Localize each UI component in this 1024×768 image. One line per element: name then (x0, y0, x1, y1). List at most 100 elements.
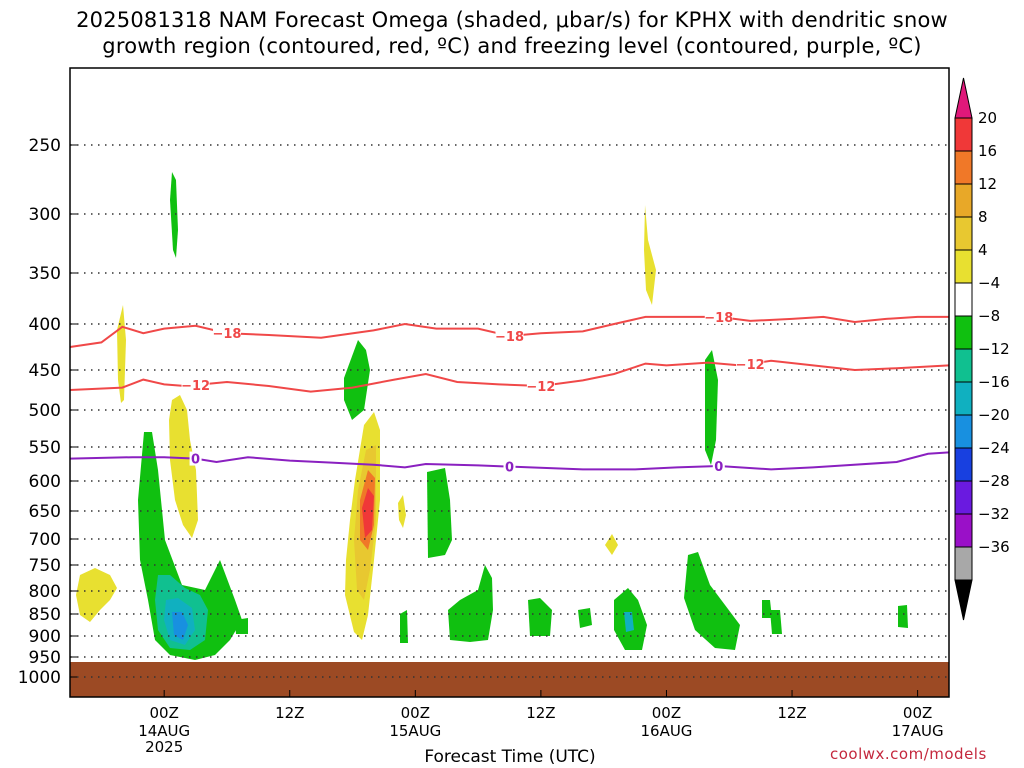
colorbar: 20 16 12 8 4 −4 −8 −12 −16 −20 −24 −28 −32 −36 (954, 77, 1010, 621)
y-tick-label: 700 (29, 530, 61, 550)
omega-positive-shade (398, 495, 406, 528)
y-tick-label: 850 (29, 605, 61, 625)
contour-label: 0 (505, 461, 514, 476)
colorbar-segment (954, 183, 973, 218)
contour-label-bg (526, 379, 555, 393)
contour-label-bg (736, 356, 765, 371)
x-tick-label: 12Z (777, 704, 806, 722)
contour-label-bg (189, 451, 202, 466)
colorbar-segment (954, 579, 973, 621)
omega-negative-shade (770, 610, 782, 634)
colorbar-segment (954, 249, 973, 284)
plot-frame (69, 67, 950, 698)
omega-negative-shade (344, 340, 370, 420)
x-tick-date-label: 15AUG (389, 722, 441, 740)
chart-title-line-1: 2025081318 NAM Forecast Omega (shaded, μ… (76, 8, 948, 32)
omega-negative-shade (705, 350, 718, 465)
y-tick-label: 250 (29, 136, 61, 156)
y-tick-label: 400 (29, 315, 61, 335)
contour-label-bg (181, 378, 210, 392)
contour-label: 0 (191, 453, 200, 468)
x-tick-label: 12Z (526, 704, 555, 722)
omega-positive-shade (605, 534, 618, 555)
contour-label: 0 (714, 460, 723, 475)
chart-title-line-2: growth region (contoured, red, ºC) and f… (102, 34, 922, 58)
omega-negative-shade (235, 618, 248, 634)
colorbar-label: −28 (978, 472, 1010, 490)
contour-label-bg (495, 328, 524, 343)
y-axis: 2503003504004505005506006507007508008509… (18, 136, 77, 688)
omega-negative-shade (578, 608, 592, 628)
y-tick-label: 950 (29, 648, 61, 668)
omega-negative-shade (172, 612, 188, 640)
colorbar-segment (954, 447, 973, 482)
x-tick-label: 00Z (149, 704, 178, 722)
colorbar-label: −24 (978, 439, 1010, 457)
omega-negative-shade (898, 605, 908, 628)
omega-shading (70, 172, 949, 697)
y-tick-label: 550 (29, 438, 61, 458)
y-tick-label: 350 (29, 264, 61, 284)
omega-positive-shade (362, 488, 374, 538)
colorbar-label: −4 (978, 274, 1000, 292)
y-tick-label: 500 (29, 401, 61, 421)
contour-label-bg (704, 309, 733, 324)
colorbar-label: −16 (978, 373, 1010, 391)
omega-negative-shade (762, 600, 772, 618)
colorbar-segment (954, 546, 973, 581)
contour-line (69, 451, 950, 471)
colorbar-segment (954, 216, 973, 251)
x-tick-label: 00Z (903, 704, 932, 722)
contour-label: −12 (736, 358, 765, 373)
colorbar-label: 12 (978, 175, 997, 193)
colorbar-label: 4 (978, 241, 988, 259)
colorbar-label: −12 (978, 340, 1010, 358)
contour-label-bg (712, 459, 725, 474)
colorbar-segment (954, 77, 973, 119)
colorbar-segment (954, 480, 973, 515)
colorbar-label: −8 (978, 307, 1000, 325)
x-tick-date-label: 16AUG (640, 722, 692, 740)
y-tick-label: 1000 (18, 668, 61, 688)
contour-label-bg (212, 326, 241, 341)
ground-shading (70, 662, 949, 697)
contour-label: −12 (181, 379, 210, 394)
omega-positive-shade (169, 395, 198, 538)
omega-negative-shade (400, 610, 408, 643)
omega-negative-shade (684, 552, 740, 650)
contour-label: −18 (704, 311, 733, 326)
colorbar-label: −20 (978, 406, 1010, 424)
colorbar-label: 20 (978, 109, 997, 127)
y-tick-label: 800 (29, 582, 61, 602)
colorbar-label: −36 (978, 538, 1010, 556)
colorbar-segment (954, 381, 973, 416)
contour-label-bg (503, 459, 516, 474)
colorbar-segment (954, 348, 973, 383)
y-tick-label: 300 (29, 205, 61, 225)
colorbar-label: 8 (978, 208, 988, 226)
omega-negative-shade (448, 565, 493, 642)
x-tick-label: 12Z (275, 704, 304, 722)
y-tick-label: 600 (29, 472, 61, 492)
x-tick-date-label: 2025 (145, 738, 183, 756)
colorbar-label: −32 (978, 505, 1010, 523)
omega-negative-shade (427, 468, 452, 558)
omega-negative-shade (528, 598, 552, 636)
colorbar-segment (954, 150, 973, 185)
y-tick-label: 900 (29, 627, 61, 647)
y-tick-label: 750 (29, 556, 61, 576)
y-tick-label: 650 (29, 502, 61, 522)
colorbar-label: 16 (978, 142, 997, 160)
omega-negative-shade (170, 172, 178, 258)
x-axis-title: Forecast Time (UTC) (424, 747, 596, 767)
colorbar-segment (954, 282, 973, 317)
source-credit: coolwx.com/models (830, 745, 987, 763)
x-tick-date-label: 14AUG (138, 722, 190, 740)
temperature-contours: −18 −18 −18 −12 −12 −12 0 0 0 (69, 309, 950, 476)
x-tick-label: 00Z (652, 704, 681, 722)
omega-negative-shade (624, 612, 634, 632)
x-tick-date-label: 17AUG (892, 722, 944, 740)
contour-label: −18 (495, 330, 524, 345)
